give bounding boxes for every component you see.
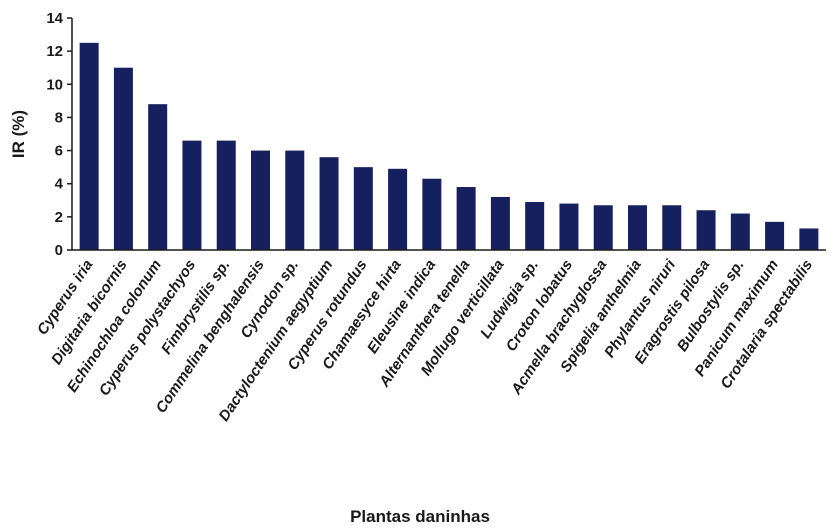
bar — [628, 205, 647, 250]
y-tick-label: 2 — [55, 209, 63, 226]
bar — [422, 178, 442, 250]
y-axis-title: IR (%) — [9, 110, 28, 158]
bar — [490, 196, 510, 250]
bar — [353, 167, 373, 250]
y-tick-label: 0 — [55, 242, 63, 259]
bar — [456, 187, 476, 250]
bar — [765, 221, 785, 250]
x-axis-title: Plantas daninhas — [350, 507, 490, 526]
bar — [251, 150, 270, 250]
bar — [593, 205, 613, 250]
bar — [559, 203, 579, 250]
bar — [285, 150, 305, 250]
bar — [319, 157, 339, 250]
y-tick-label: 14 — [46, 10, 63, 27]
bar — [388, 168, 408, 250]
y-tick-label: 12 — [46, 43, 63, 60]
bar — [696, 210, 716, 250]
bar — [148, 104, 168, 251]
y-tick-label: 4 — [55, 176, 64, 193]
bar — [730, 213, 750, 250]
bars-group — [79, 42, 819, 251]
y-tick-label: 6 — [55, 143, 63, 160]
bar — [216, 140, 236, 250]
y-tick-label: 10 — [46, 76, 63, 93]
bar — [662, 205, 682, 250]
bar — [113, 67, 133, 250]
y-tick-label: 8 — [55, 109, 63, 126]
bar — [182, 140, 202, 250]
y-axis-ticks: 0 2 4 6 8 10 12 14 — [46, 10, 72, 259]
bar — [79, 42, 99, 250]
bar — [525, 201, 545, 250]
bar — [799, 228, 819, 250]
